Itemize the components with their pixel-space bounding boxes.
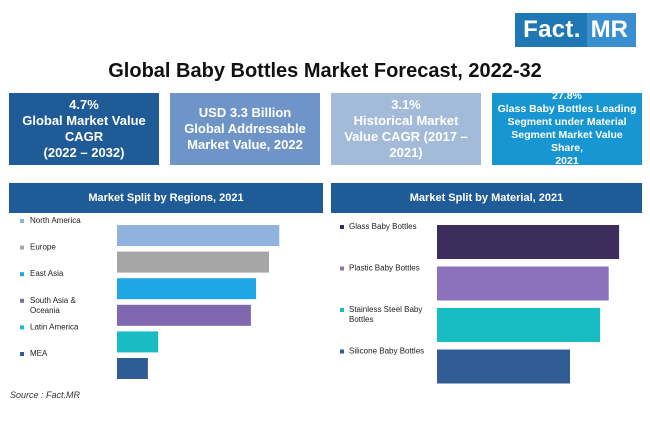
kpi-box-historical-cagr: 3.1% Historical Market Value CAGR (2017 … <box>331 93 481 165</box>
kpi-box-glass-share: 27.8% Glass Baby Bottles Leading Segment… <box>492 89 642 168</box>
legend-marker <box>340 266 344 271</box>
bar-0-0 <box>117 225 280 246</box>
kpi-line: Segment under Material <box>507 115 627 128</box>
category-label: Glass Baby Bottles <box>349 222 417 231</box>
kpi-line: 2021) <box>389 145 423 161</box>
category-label: South Asia & <box>30 296 76 305</box>
category-label: MEA <box>30 349 48 358</box>
kpi-line: Global Market Value <box>22 112 146 128</box>
kpi-line: Market Value, 2022 <box>187 137 303 153</box>
logo-part-mr: MR <box>586 13 636 47</box>
kpi-line: CAGR <box>64 129 104 144</box>
logo-part-fact: Fact. <box>515 13 587 47</box>
kpi-box-cagr: 4.7% Global Market Value CAGR (2022 – 20… <box>9 93 159 165</box>
factmr-logo: Fact. MR <box>515 13 636 47</box>
kpi-box-market-value: USD 3.3 Billion Global Addressable Marke… <box>170 93 320 165</box>
kpi-line: Segment Market Value Share, <box>511 129 623 155</box>
kpi-line: Global Addressable <box>184 120 306 136</box>
legend-marker <box>20 219 24 223</box>
bar-1-3 <box>437 349 570 384</box>
category-label: Latin America <box>30 322 79 331</box>
legend-marker <box>20 272 24 277</box>
legend-marker <box>20 352 24 356</box>
bar-1-2 <box>437 308 601 342</box>
regions-chart-title: Market Split by Regions, 2021 <box>9 183 323 213</box>
category-label: Bottles <box>349 315 373 324</box>
legend-marker <box>20 325 24 330</box>
bar-0-4 <box>117 331 159 353</box>
kpi-line: Value CAGR (2017 – <box>344 129 468 144</box>
legend-marker <box>340 225 344 229</box>
bar-1-0 <box>437 225 620 259</box>
legend-marker <box>20 245 24 250</box>
page-title: Global Baby Bottles Market Forecast, 202… <box>108 60 542 82</box>
kpi-line: (2022 – 2032) <box>43 145 125 161</box>
category-label: Europe <box>30 243 56 252</box>
category-label: East Asia <box>30 269 64 278</box>
category-label: Oceania <box>30 306 60 315</box>
kpi-line: USD 3.3 Billion <box>198 104 292 120</box>
kpi-line: 2021 <box>555 155 579 168</box>
legend-marker <box>340 349 344 354</box>
kpi-line: 27.8% <box>552 89 582 102</box>
category-label: North America <box>30 216 81 225</box>
bar-0-5 <box>117 358 148 379</box>
source-note: Source : Fact.MR <box>10 390 81 400</box>
material-chart-title: Market Split by Material, 2021 <box>331 183 642 213</box>
bar-0-3 <box>117 304 251 326</box>
category-label: Plastic Baby Bottles <box>349 264 420 273</box>
kpi-line: Historical Market <box>353 112 459 128</box>
bar-1-1 <box>437 266 609 301</box>
kpi-line: Glass Baby Bottles Leading <box>497 102 637 115</box>
bar-0-2 <box>117 278 257 300</box>
bar-0-1 <box>117 251 269 273</box>
legend-marker <box>340 308 344 312</box>
category-label: Stainless Steel Baby <box>349 305 422 314</box>
kpi-line: 4.7% <box>69 96 99 112</box>
category-label: Silicone Baby Bottles <box>349 347 424 356</box>
kpi-line: 3.1% <box>391 96 421 112</box>
legend-marker <box>20 298 24 303</box>
